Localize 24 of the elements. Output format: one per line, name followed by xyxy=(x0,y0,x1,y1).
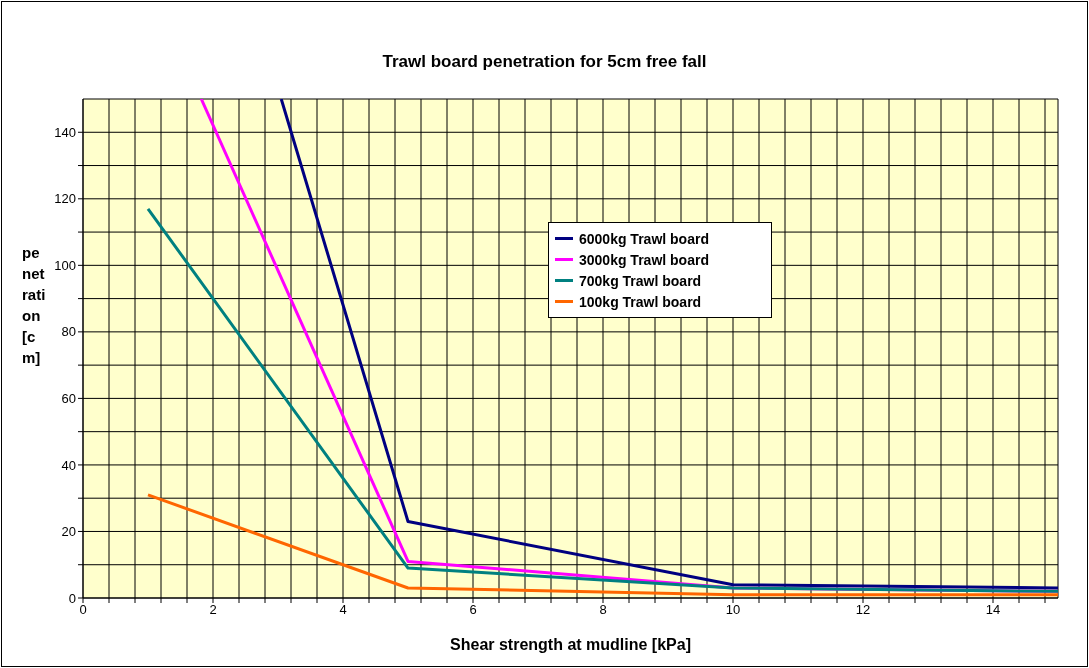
legend-label: 100kg Trawl board xyxy=(579,293,702,310)
y-tick-label: 100 xyxy=(54,257,76,273)
line-series xyxy=(146,207,1058,593)
y-tick-label: 0 xyxy=(68,590,76,606)
y-tick-label: 120 xyxy=(54,191,76,207)
legend-label: 700kg Trawl board xyxy=(579,272,702,289)
x-axis-title: Shear strength at mudline [kPa] xyxy=(449,636,692,654)
y-axis-title: penetration [cm] xyxy=(22,243,46,368)
x-tick-label: 12 xyxy=(855,602,871,618)
y-tick-label: 20 xyxy=(61,524,76,540)
x-tick-label: 0 xyxy=(79,602,87,618)
x-tick-label: 8 xyxy=(599,602,607,618)
y-tick-label: 80 xyxy=(61,324,76,340)
y-tick-label: 60 xyxy=(61,391,76,407)
x-tick-label: 2 xyxy=(209,602,217,618)
legend-label: 3000kg Trawl board xyxy=(579,251,709,268)
legend-label: 6000kg Trawl board xyxy=(579,230,709,247)
x-tick-label: 4 xyxy=(339,602,347,618)
y-tick-label: 140 xyxy=(54,124,76,140)
x-tick-label: 10 xyxy=(725,602,741,618)
x-tick-label: 14 xyxy=(985,602,1001,618)
y-tick-label: 40 xyxy=(61,457,76,473)
x-tick-label: 6 xyxy=(469,602,477,618)
chart-title: Trawl board penetration for 5cm free fall xyxy=(381,52,708,72)
